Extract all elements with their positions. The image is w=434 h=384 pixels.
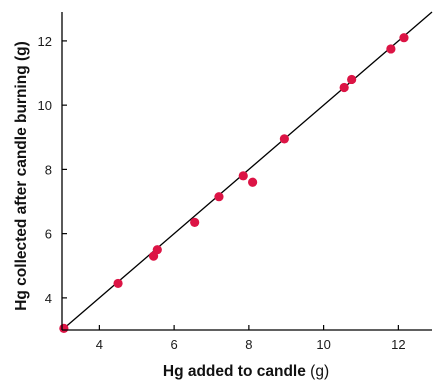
x-axis-title-text: Hg added to candle xyxy=(163,363,306,380)
y-tick-label: 6 xyxy=(45,227,52,242)
data-point xyxy=(248,177,258,187)
tick-layer xyxy=(62,40,399,330)
x-tick-label: 12 xyxy=(391,337,405,352)
data-point xyxy=(399,33,409,43)
data-point xyxy=(59,323,69,333)
x-axis-title-unit: (g) xyxy=(310,363,329,380)
data-point xyxy=(339,82,349,93)
data-point xyxy=(214,192,224,202)
data-point xyxy=(113,278,123,289)
y-tick-label: 8 xyxy=(45,162,52,177)
fit-line xyxy=(61,11,433,331)
data-point xyxy=(190,217,200,227)
data-point xyxy=(238,171,248,181)
x-tick-label: 8 xyxy=(245,337,252,352)
data-point xyxy=(347,74,357,85)
x-tick-label: 6 xyxy=(171,337,178,352)
x-axis-title: Hg added to candle (g) xyxy=(163,363,329,380)
tick-labels: 4 6 8 10 12 4 6 8 10 12 xyxy=(38,34,406,352)
x-tick-label: 10 xyxy=(316,337,330,352)
data-point xyxy=(386,44,396,54)
y-tick-label: 12 xyxy=(38,34,52,49)
points-layer xyxy=(59,33,409,333)
y-tick-label: 4 xyxy=(45,291,52,306)
data-point xyxy=(279,134,289,144)
data-point xyxy=(152,245,162,255)
x-tick-label: 4 xyxy=(96,337,103,352)
y-tick-label: 10 xyxy=(38,98,52,113)
y-axis-title: Hg collected after candle burning (g) xyxy=(13,41,30,311)
